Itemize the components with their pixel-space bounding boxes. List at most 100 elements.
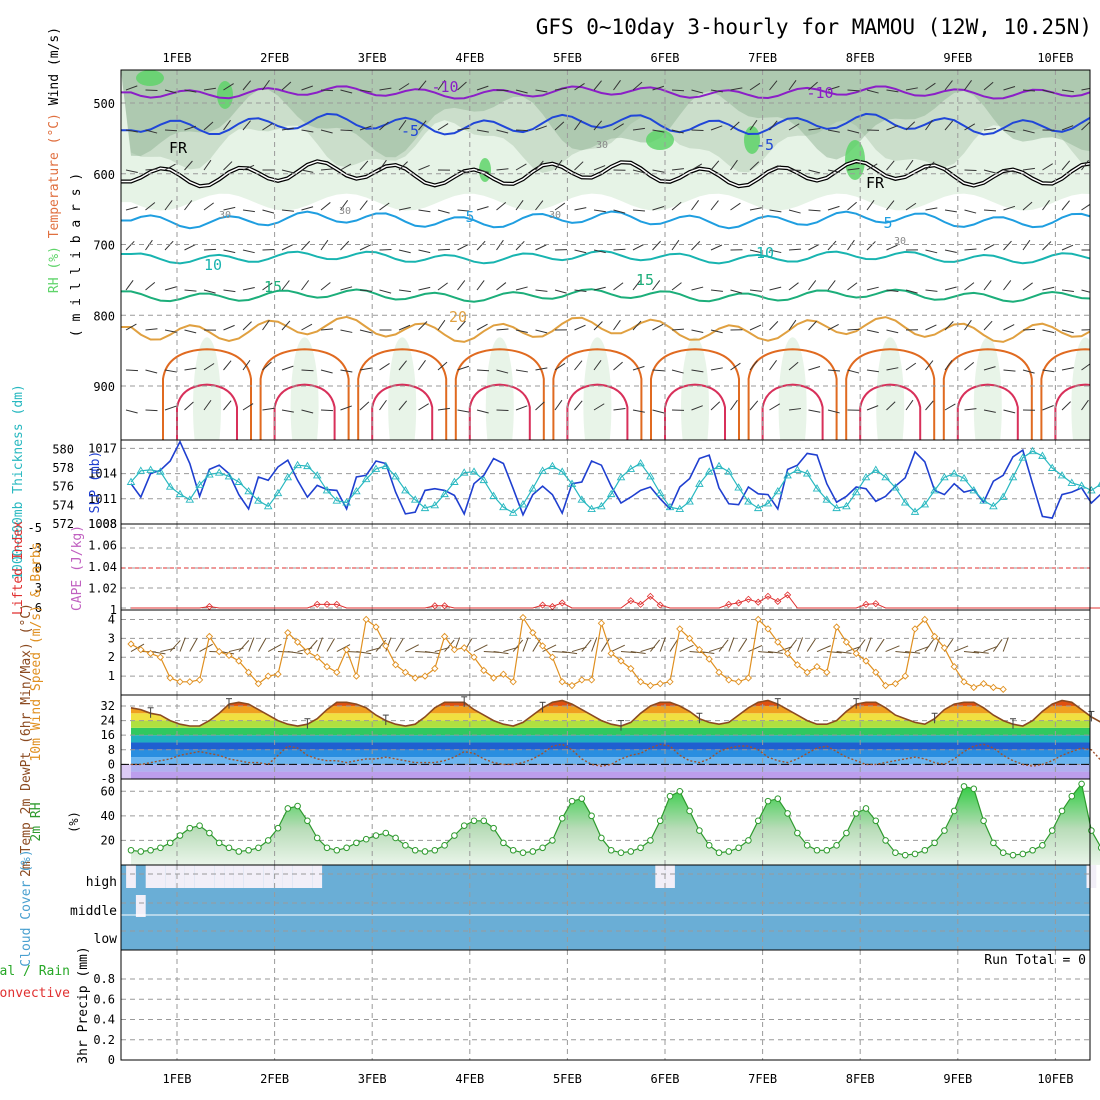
wind-speed-marker — [450, 646, 459, 654]
wind-speed-marker — [421, 672, 429, 680]
temp-band — [131, 742, 1090, 750]
wind-barb — [223, 206, 236, 211]
panel-frame — [120, 439, 1091, 525]
wind-barb-10m — [875, 638, 885, 652]
wind-barb — [379, 159, 387, 171]
wind-barb — [145, 369, 158, 374]
wind-barb — [203, 159, 212, 171]
rh-marker — [480, 817, 488, 825]
wind-barb — [496, 369, 509, 374]
wind-barb — [535, 289, 548, 292]
wind-barb — [866, 369, 879, 373]
wind-barb — [535, 125, 547, 131]
wind-barb — [886, 200, 895, 211]
lifted-tick-label: -5 — [28, 521, 42, 535]
wind-barb — [1061, 89, 1074, 93]
thickness-marker — [655, 488, 665, 497]
wind-barb — [671, 89, 685, 92]
wind-barb — [1022, 89, 1036, 92]
wind-barb — [613, 209, 626, 214]
wind-barb-10m — [179, 637, 186, 652]
slp-tick-label: 1011 — [88, 492, 117, 506]
wind-barb — [301, 206, 314, 211]
rh-plume — [583, 337, 612, 440]
rh-contour-label: 30 — [596, 140, 608, 151]
wind-barb — [1022, 282, 1033, 291]
wind-barb — [593, 80, 602, 91]
wind-barb — [964, 282, 975, 291]
top-date-label: 1FEB — [163, 51, 192, 65]
wind-barb — [691, 89, 704, 94]
wind-barb — [496, 282, 507, 291]
bottom-date-label: 3FEB — [358, 1072, 387, 1086]
wind-speed-marker — [176, 678, 184, 686]
wind-barb — [944, 360, 953, 371]
wind-barb — [242, 359, 251, 371]
bottom-date-label: 6FEB — [651, 1072, 680, 1086]
wind-barb — [262, 319, 270, 331]
wind-barb — [145, 282, 156, 291]
isotherm-35-loop — [389, 439, 416, 440]
wind-barb — [886, 160, 895, 171]
wind-barb — [1081, 121, 1090, 131]
wind-speed-marker — [215, 647, 223, 656]
cloudcover-panel: high middle low Cloud Cover (%) — [19, 849, 1097, 967]
wind-barb — [145, 168, 158, 171]
wind-speed-marker — [813, 663, 821, 671]
wind-barb — [613, 248, 626, 251]
isotherm-25-loop — [162, 348, 252, 440]
rh-marker — [402, 842, 409, 849]
rh-marker — [823, 846, 831, 854]
rh-marker — [1048, 827, 1056, 834]
isotherm-freezing — [121, 160, 1090, 187]
wind-barb — [1061, 401, 1071, 411]
rh-marker — [294, 802, 301, 810]
rh-marker — [1088, 827, 1095, 834]
isotherm-25-loop — [942, 348, 1033, 440]
wind-speed-marker — [411, 674, 419, 682]
thickness-marker — [1067, 478, 1077, 486]
rh-marker — [862, 805, 870, 812]
wind-barb — [730, 362, 741, 371]
wind-barb — [379, 289, 392, 294]
wind-barb — [554, 202, 566, 211]
wind-speed-marker — [617, 657, 625, 665]
rh-marker — [990, 839, 997, 847]
cloud-high-gap — [302, 865, 313, 888]
wind-barb — [944, 249, 957, 253]
wind-barb — [749, 289, 762, 292]
cloud-high-gap — [204, 865, 215, 888]
wind-barb — [554, 289, 567, 294]
wind-barb-10m — [777, 646, 793, 653]
wind-speed-marker — [342, 646, 351, 654]
temp-ylabel: 2m Temp 2m DewPt (6hr Min/Max) (°C) — [19, 603, 34, 877]
wind-barb — [574, 82, 585, 91]
temp-tick-label: 24 — [101, 714, 115, 728]
wind-barb — [301, 129, 314, 133]
thickness-marker — [322, 486, 332, 494]
wind-barb-10m — [758, 651, 774, 654]
thickness-marker — [665, 502, 675, 511]
wind-tick-label: 3 — [108, 631, 115, 645]
rh-marker — [500, 839, 507, 847]
wind-barb — [808, 280, 817, 291]
wind-barb — [164, 129, 178, 132]
wind-speed-marker — [244, 668, 253, 676]
rh-marker — [882, 837, 889, 844]
wind-barb — [223, 83, 234, 91]
rh-marker — [362, 835, 370, 843]
thickness-marker — [146, 465, 155, 473]
wind-speed-marker — [568, 681, 576, 690]
wind-speed-marker — [127, 640, 135, 648]
wind-speed-marker — [431, 664, 439, 673]
rh-marker — [519, 849, 527, 857]
wind-barb — [827, 85, 840, 91]
wind-barb — [515, 163, 527, 171]
wind-barb — [281, 127, 294, 131]
wind-barb — [749, 119, 758, 131]
thickness-marker — [518, 500, 528, 508]
rh-marker — [813, 846, 821, 854]
wind-barb-10m — [718, 639, 729, 652]
wind-barb — [593, 249, 606, 254]
wind-barb — [418, 403, 429, 411]
